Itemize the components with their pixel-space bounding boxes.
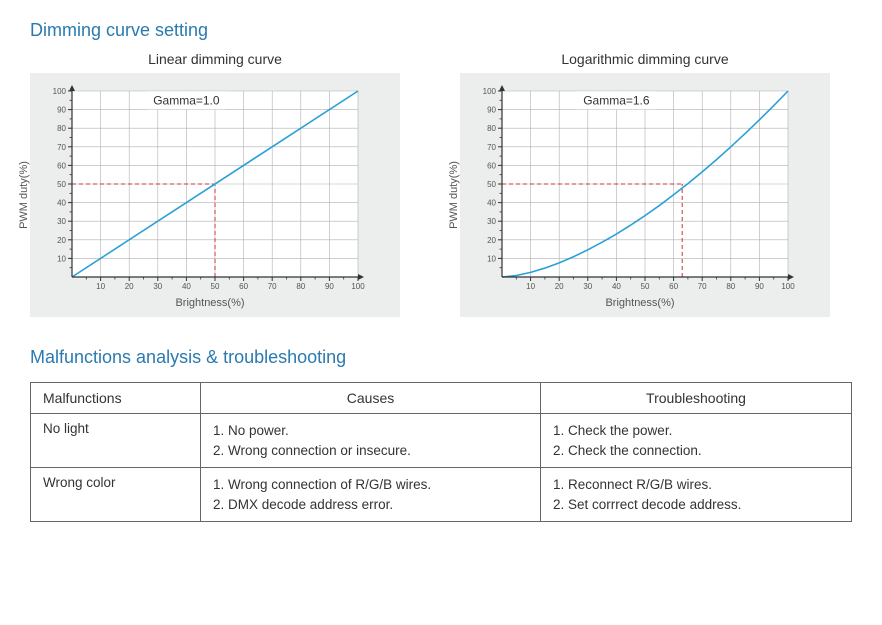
svg-text:Gamma=1.0: Gamma=1.0 [153, 93, 220, 107]
svg-text:90: 90 [755, 282, 764, 291]
svg-text:20: 20 [555, 282, 564, 291]
svg-text:60: 60 [57, 161, 66, 170]
table-header-row: Malfunctions Causes Troubleshooting [31, 383, 852, 414]
svg-text:50: 50 [487, 180, 496, 189]
chart-xlabel: Brightness(%) [468, 297, 812, 309]
svg-text:90: 90 [487, 106, 496, 115]
svg-text:100: 100 [781, 282, 795, 291]
cell-troubleshooting: 1. Reconnect R/G/B wires.2. Set corrrect… [541, 468, 852, 522]
svg-text:70: 70 [698, 282, 707, 291]
svg-text:20: 20 [57, 236, 66, 245]
svg-text:30: 30 [583, 282, 592, 291]
dimming-curve-heading: Dimming curve setting [30, 20, 852, 41]
chart-title-linear: Linear dimming curve [30, 51, 400, 67]
chart-block-log: Logarithmic dimming curve PWM duty(%) 10… [460, 51, 830, 317]
chart-title-log: Logarithmic dimming curve [460, 51, 830, 67]
svg-text:40: 40 [612, 282, 621, 291]
svg-text:40: 40 [182, 282, 191, 291]
troubleshooting-table: Malfunctions Causes Troubleshooting No l… [30, 382, 852, 522]
svg-text:100: 100 [53, 87, 67, 96]
svg-text:50: 50 [57, 180, 66, 189]
table-row: No light1. No power.2. Wrong connection … [31, 414, 852, 468]
col-troubleshooting: Troubleshooting [541, 383, 852, 414]
svg-text:40: 40 [487, 199, 496, 208]
cell-causes: 1. Wrong connection of R/G/B wires.2. DM… [201, 468, 541, 522]
svg-text:30: 30 [487, 217, 496, 226]
troubleshooting-heading: Malfunctions analysis & troubleshooting [30, 347, 852, 368]
svg-text:20: 20 [487, 236, 496, 245]
chart-ylabel: PWM duty(%) [448, 161, 460, 229]
cell-malfunction: No light [31, 414, 201, 468]
svg-text:10: 10 [96, 282, 105, 291]
svg-text:50: 50 [211, 282, 220, 291]
chart-xlabel: Brightness(%) [38, 297, 382, 309]
chart-block-linear: Linear dimming curve PWM duty(%) 1020304… [30, 51, 400, 317]
svg-text:80: 80 [726, 282, 735, 291]
svg-text:70: 70 [268, 282, 277, 291]
cell-malfunction: Wrong color [31, 468, 201, 522]
svg-text:100: 100 [483, 87, 497, 96]
svg-text:Gamma=1.6: Gamma=1.6 [583, 93, 650, 107]
charts-row: Linear dimming curve PWM duty(%) 10 20 30 4… [30, 51, 852, 317]
chart-svg-log: 10 20 30 40 50 60 70 80 90 100 10 20 30 40 50 60 70 80 90 1… [468, 85, 798, 295]
svg-text:50: 50 [641, 282, 650, 291]
svg-text:60: 60 [487, 161, 496, 170]
svg-text:70: 70 [57, 143, 66, 152]
svg-text:10: 10 [487, 254, 496, 263]
svg-text:80: 80 [57, 124, 66, 133]
cell-troubleshooting: 1. Check the power.2. Check the connecti… [541, 414, 852, 468]
table-row: Wrong color1. Wrong connection of R/G/B … [31, 468, 852, 522]
svg-text:70: 70 [487, 143, 496, 152]
col-malfunctions: Malfunctions [31, 383, 201, 414]
cell-causes: 1. No power.2. Wrong connection or insec… [201, 414, 541, 468]
svg-text:40: 40 [57, 199, 66, 208]
col-causes: Causes [201, 383, 541, 414]
svg-text:30: 30 [153, 282, 162, 291]
chart-ylabel: PWM duty(%) [18, 161, 30, 229]
svg-text:90: 90 [57, 106, 66, 115]
svg-text:80: 80 [487, 124, 496, 133]
svg-text:90: 90 [325, 282, 334, 291]
svg-text:10: 10 [526, 282, 535, 291]
svg-text:30: 30 [57, 217, 66, 226]
svg-text:10: 10 [57, 254, 66, 263]
chart-svg-linear: 10 20 30 40 50 60 70 80 90 100 10 20 30 40 50 60 70 80 90 1… [38, 85, 368, 295]
svg-text:20: 20 [125, 282, 134, 291]
svg-text:60: 60 [239, 282, 248, 291]
chart-log: PWM duty(%) 1020304050607080901001020304… [460, 73, 830, 317]
svg-text:80: 80 [296, 282, 305, 291]
svg-text:100: 100 [351, 282, 365, 291]
chart-linear: PWM duty(%) 1020304050607080901001020304… [30, 73, 400, 317]
svg-text:60: 60 [669, 282, 678, 291]
